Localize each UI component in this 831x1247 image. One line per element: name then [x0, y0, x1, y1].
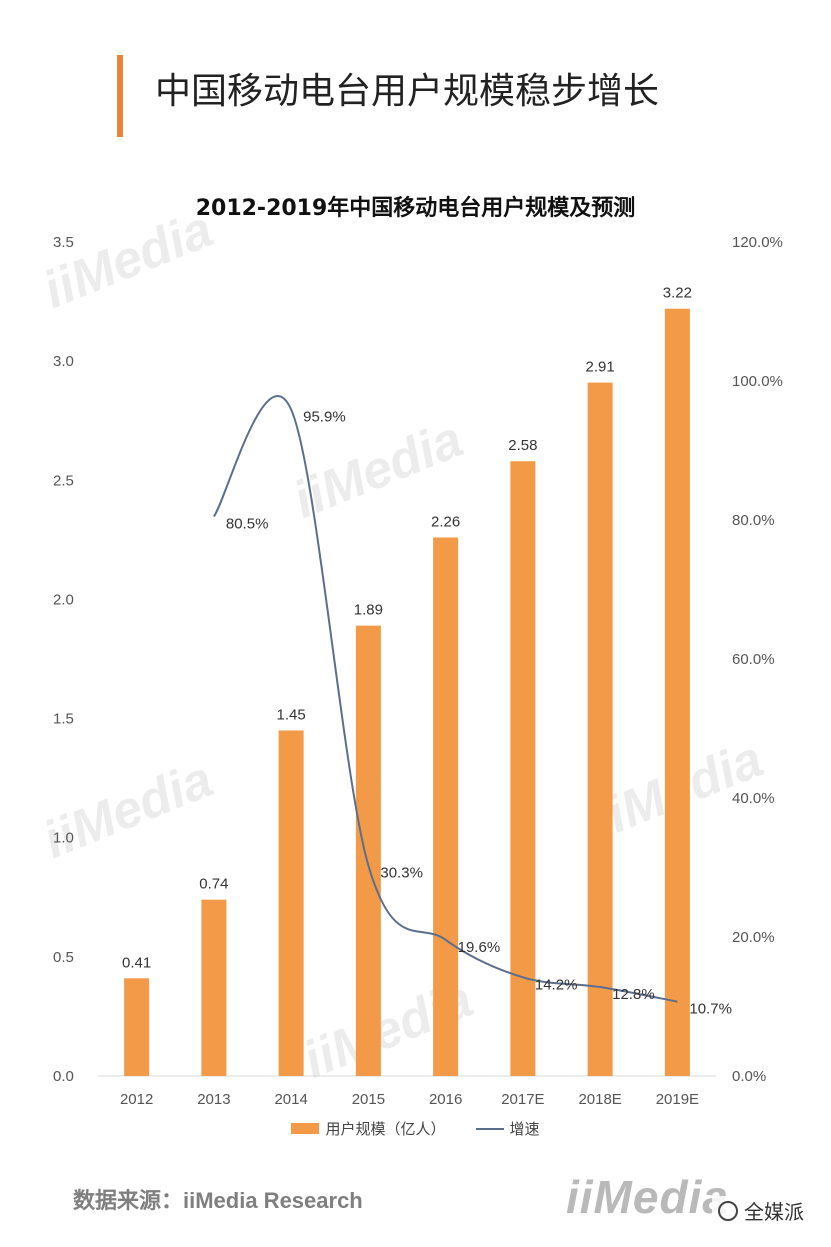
- legend-item-bar: 用户规模（亿人）: [291, 1118, 446, 1139]
- bar: [433, 537, 459, 1076]
- legend-line-swatch: [475, 1127, 504, 1130]
- bar: [355, 625, 381, 1076]
- y-right-tick-label: 100.0%: [732, 373, 783, 390]
- y-right-tick-label: 20.0%: [732, 929, 775, 946]
- line-data-label: 30.3%: [380, 864, 423, 881]
- y-right-tick-label: 80.0%: [732, 512, 775, 529]
- chart-legend: 用户规模（亿人） 增速: [0, 1118, 831, 1139]
- legend-line-label: 增速: [509, 1120, 540, 1138]
- bar: [510, 461, 536, 1076]
- x-tick-label: 2015: [352, 1091, 385, 1108]
- heading-accent-bar: [117, 55, 123, 137]
- page-title: 中国移动电台用户规模稳步增长: [155, 71, 660, 112]
- bar-data-label: 2.58: [508, 437, 537, 454]
- x-tick-label: 2012: [120, 1091, 153, 1108]
- y-left-tick-label: 2.5: [53, 472, 74, 489]
- chart-title: 2012-2019年中国移动电台用户规模及预测: [195, 196, 636, 221]
- y-left-tick-label: 3.5: [53, 234, 74, 251]
- line-data-label: 12.8%: [612, 986, 655, 1003]
- wechat-icon: [718, 1200, 738, 1221]
- wechat-account: 全媒派: [712, 1196, 810, 1225]
- y-right-tick-label: 120.0%: [732, 234, 783, 251]
- line-data-label: 10.7%: [689, 1001, 732, 1018]
- bar-data-label: 0.41: [122, 954, 151, 971]
- legend-bar-swatch: [291, 1123, 320, 1134]
- wechat-account-name: 全媒派: [744, 1200, 804, 1224]
- bar: [201, 899, 227, 1076]
- x-tick-label: 2018E: [578, 1091, 621, 1108]
- x-tick-label: 2016: [429, 1091, 462, 1108]
- bar-data-label: 2.26: [431, 513, 460, 530]
- x-tick-label: 2017E: [501, 1091, 544, 1108]
- y-right-tick-label: 0.0%: [732, 1068, 766, 1085]
- bar-data-label: 1.45: [277, 706, 306, 723]
- bar: [587, 382, 613, 1076]
- legend-bar-label: 用户规模（亿人）: [325, 1120, 446, 1138]
- x-tick-label: 2013: [197, 1091, 230, 1108]
- y-right-tick-label: 60.0%: [732, 651, 775, 668]
- y-left-tick-label: 3.0: [53, 353, 74, 370]
- line-data-label: 95.9%: [303, 408, 346, 425]
- y-left-tick-label: 1.5: [53, 711, 74, 728]
- line-data-label: 19.6%: [458, 939, 501, 956]
- y-left-tick-label: 0.0: [53, 1068, 74, 1085]
- data-source: 数据来源：iiMedia Research: [73, 1188, 363, 1213]
- legend-item-line: 增速: [475, 1118, 540, 1139]
- x-tick-label: 2014: [274, 1091, 307, 1108]
- growth-rate-line: [213, 395, 678, 1003]
- x-tick-label: 2019E: [656, 1091, 699, 1108]
- bar-data-label: 3.22: [663, 285, 692, 302]
- y-left-tick-label: 1.0: [53, 830, 74, 847]
- y-left-tick-label: 0.5: [53, 949, 74, 966]
- line-data-label: 14.2%: [535, 976, 578, 993]
- bar-data-label: 0.74: [199, 876, 228, 893]
- line-data-label: 80.5%: [226, 516, 269, 533]
- y-right-tick-label: 40.0%: [732, 790, 775, 807]
- bar: [664, 308, 690, 1077]
- y-left-tick-label: 2.0: [53, 591, 74, 608]
- bar: [278, 730, 304, 1076]
- bar-data-label: 1.89: [354, 602, 383, 619]
- iimedia-logo: iiMedia: [566, 1171, 729, 1223]
- bar-data-label: 2.91: [586, 359, 615, 376]
- bar: [124, 978, 150, 1076]
